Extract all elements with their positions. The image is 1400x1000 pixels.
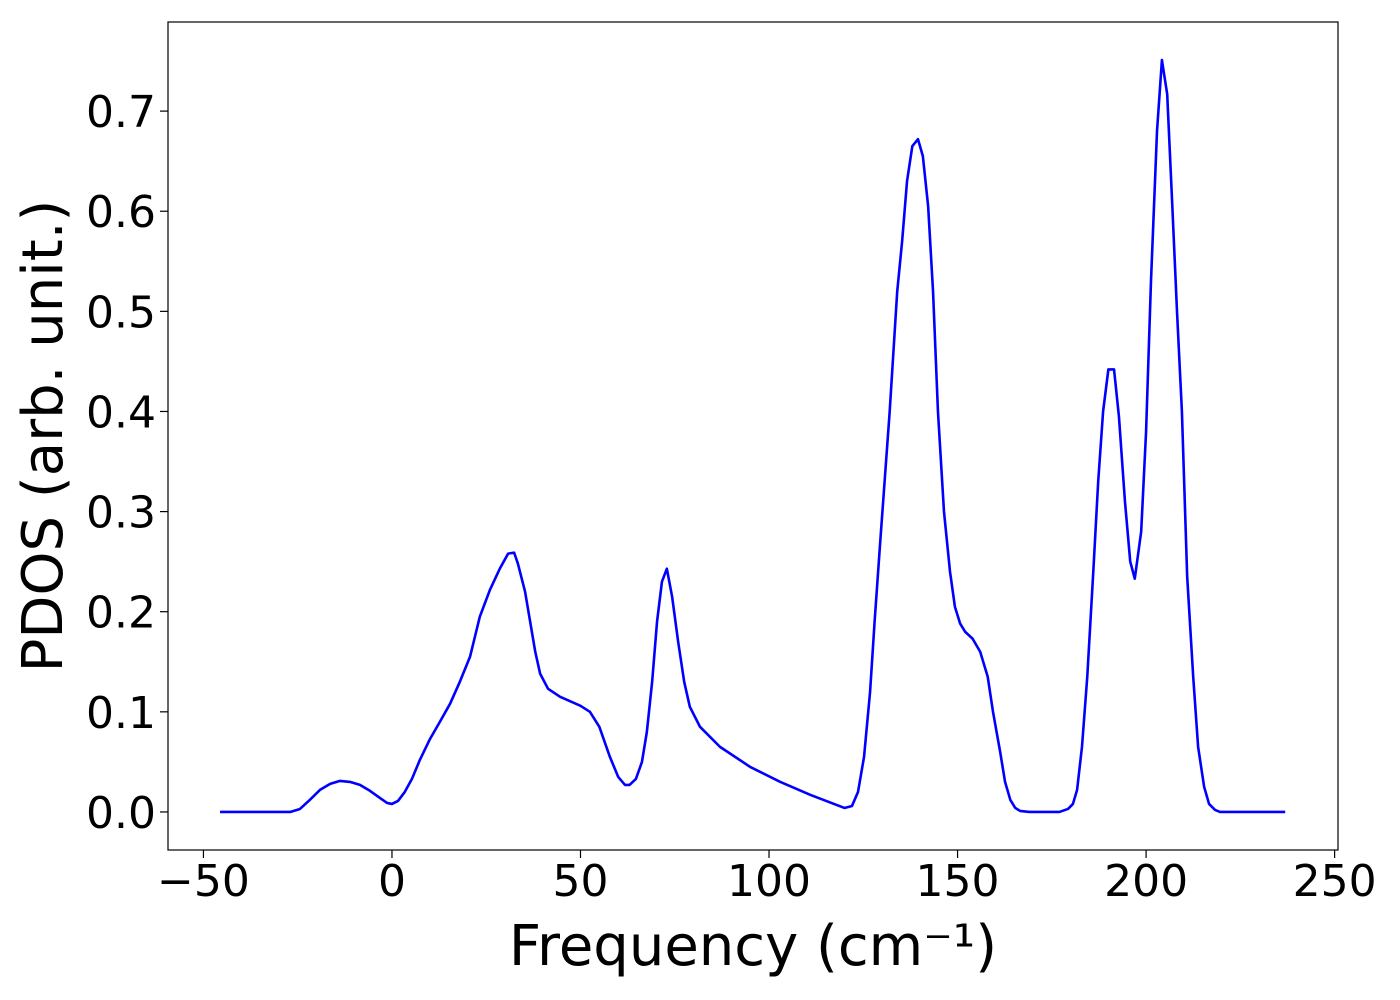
x-axis-label: Frequency (cm⁻¹) <box>509 914 997 979</box>
x-tick-label: 250 <box>1293 856 1377 907</box>
x-tick-label: 200 <box>1104 856 1188 907</box>
y-tick-label: 0.0 <box>86 788 156 839</box>
plot-frame <box>167 21 1339 851</box>
y-axis-label: PDOS (arb. unit.) <box>11 200 76 673</box>
x-tick-label: 150 <box>916 856 1000 907</box>
y-tick-label: 0.5 <box>86 287 156 338</box>
y-tick-label: 0.2 <box>86 588 156 639</box>
y-tick-label: 0.1 <box>86 688 156 739</box>
x-tick-label: −50 <box>157 856 250 907</box>
y-tick-label: 0.4 <box>86 387 156 438</box>
x-tick-label: 100 <box>727 856 811 907</box>
x-tick-label: 50 <box>552 856 608 907</box>
x-tick-label: 0 <box>378 856 406 907</box>
y-tick-label: 0.6 <box>86 187 156 238</box>
y-tick-label: 0.7 <box>86 87 156 138</box>
y-tick-label: 0.3 <box>86 488 156 539</box>
line-series <box>220 58 1286 814</box>
